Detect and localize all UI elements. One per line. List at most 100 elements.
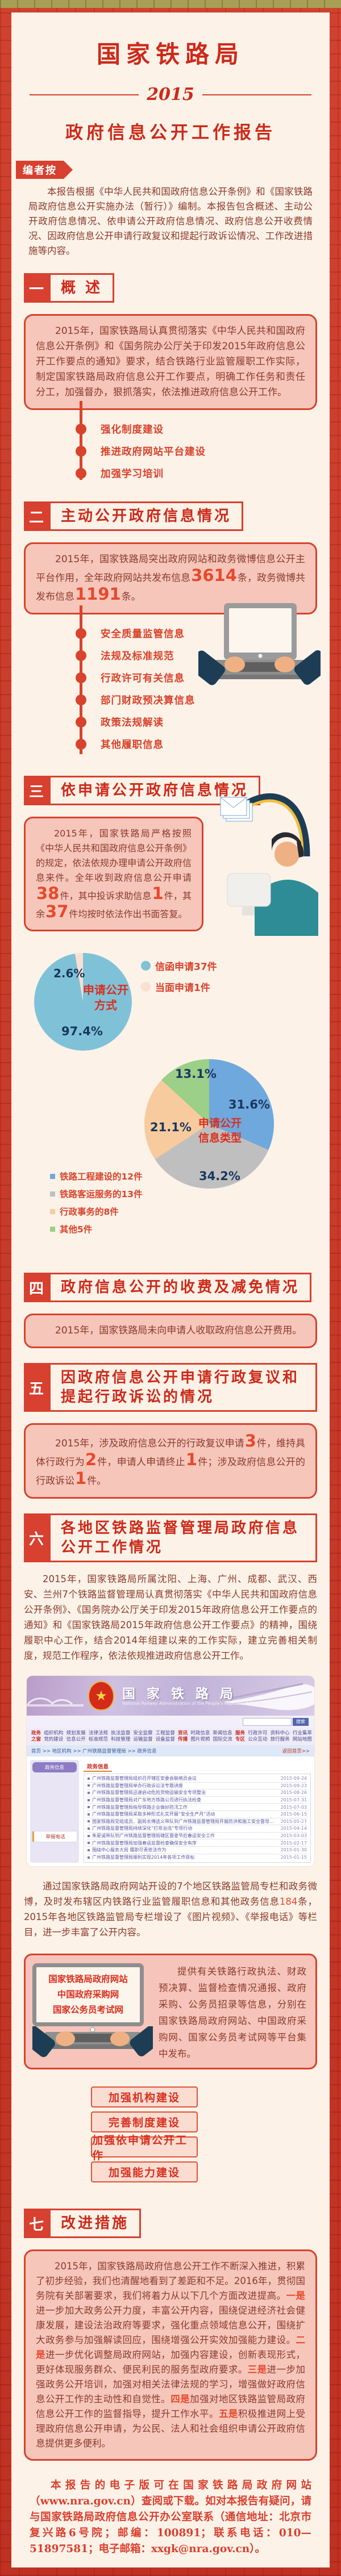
- news-row[interactable]: 广州铁路监督管理局指导铁路企业做好防汛工作 2015-07-03: [88, 1804, 307, 1811]
- news-row[interactable]: 广州铁路监督管理局举办行政诉讼法专题讲座 2015-09-23: [88, 1783, 307, 1790]
- pie-chart-information-type: 13.1% 31.6% 21.1% 申请公开 信息类型 34.2%: [144, 1059, 274, 1189]
- ribbon-arrow-icon: [64, 161, 73, 179]
- bullet-icon: [88, 1784, 90, 1787]
- nav-item[interactable]: 规划发展 信息公开: [66, 1730, 86, 1742]
- section-1-textbox: 2015年，国家铁路局认真贯彻落实《中华人民共和国政府信息公开条例》和《国务院办…: [24, 314, 317, 410]
- legend-swatch-icon: [50, 1208, 55, 1214]
- nav-item[interactable]: 行政许可 公众互动: [248, 1730, 268, 1742]
- legend-swatch-icon: [141, 961, 151, 971]
- editor-note-label: 编者按: [16, 161, 64, 179]
- bullet-icon: [88, 1806, 90, 1809]
- nav-item[interactable]: 法律法规 标准规范: [88, 1730, 108, 1742]
- tab-zhengwu-info[interactable]: 政务信息: [84, 1761, 113, 1772]
- bullet-icon: [88, 1813, 90, 1816]
- national-emblem-icon: ★: [88, 1681, 114, 1711]
- list-item: 行政许可有关信息: [24, 667, 317, 689]
- platform-name: 国家公务员考试网: [52, 2005, 123, 2015]
- list-item: 强化制度建设: [24, 418, 317, 440]
- list-item: 法规及标准规范: [24, 645, 317, 667]
- year-divider: 2015: [30, 85, 311, 104]
- nav-group-zhengwu[interactable]: 政务 之窗: [31, 1730, 41, 1742]
- nav-item[interactable]: 行业集萃 网站地图: [292, 1730, 312, 1742]
- website-main: 政务信息 广州铁路监督管理局组织召开辖区安委会联络员会议 2015-09-24 广…: [79, 1760, 311, 1863]
- section-1-title: 概 述: [49, 273, 115, 303]
- list-item-label: 法规及标准规范: [101, 651, 174, 662]
- nav-item[interactable]: 新闻信息 国际交流: [213, 1730, 232, 1742]
- section-7-header: 七 改进措施: [24, 2209, 317, 2239]
- legend-item: 铁路客运服务的13件: [50, 1187, 143, 1200]
- search-button[interactable]: 搜索: [293, 1718, 309, 1726]
- sidebar-item-report-phone[interactable]: 举报电话: [32, 1831, 77, 1842]
- section-5-title: 因政府信息公开申请行政复议和提起行政诉讼的情况: [49, 1363, 317, 1412]
- search-input[interactable]: [243, 1718, 292, 1726]
- measure-chip: 加强机构建设: [91, 2086, 198, 2108]
- section-3-title: 依申请公开政府信息情况: [49, 776, 261, 805]
- nav-group-fuwu[interactable]: 服务 专区: [235, 1730, 245, 1742]
- news-row[interactable]: 广州铁路监督管理局采取多种形式扎实开展“安全生产月”活动 2015-06-15: [88, 1811, 307, 1818]
- website-org-name-en: National Railway Administration of the P…: [122, 1701, 262, 1706]
- pie-slice-label: 21.1%: [150, 1120, 192, 1134]
- nav-item[interactable]: 时政信息 图片视频: [190, 1730, 210, 1742]
- news-row[interactable]: 广州铁路监督管理局组织召开辖区安委会联络员会议 2015-09-24: [88, 1775, 307, 1783]
- breadcrumb-path[interactable]: 首页 >> 地区机构 >> 广州铁路监督管理局 >> 政务信息: [31, 1749, 157, 1754]
- section-5-header: 五 因政府信息公开申请行政复议和提起行政诉讼的情况: [24, 1363, 317, 1412]
- nav-item[interactable]: 执法监督 科技管理: [111, 1730, 131, 1742]
- legend-item: 铁路工程建设的12件: [50, 1170, 143, 1182]
- legend-item: 信函申请37件: [141, 959, 217, 973]
- news-row[interactable]: 广州铁路监督管理局顺利实现2014年各项工作目标 2015-01-15: [88, 1854, 307, 1862]
- legend-label: 行政事务的8件: [60, 1207, 119, 1217]
- section-2-title: 主动公开政府信息情况: [49, 501, 244, 531]
- section-4-header: 四 政府信息公开的收费及减免情况: [24, 1273, 317, 1302]
- news-row[interactable]: 围绕中心服务大局 履职尽责依法作为 2015-01-30: [88, 1847, 307, 1854]
- website-nav: 政务 之窗 组织机构 党的建设 规划发展 信息公开 法律法规 标准规范 执法监督 科技管理…: [27, 1728, 314, 1745]
- news-row[interactable]: 朱星诚带队到广州铁路监督管理局辖区督查节后春运安全工作 2015-03-03: [88, 1833, 307, 1840]
- news-list: 广州铁路监督管理局组织召开辖区安委会联络员会议 2015-09-24 广州铁路监督…: [84, 1774, 311, 1863]
- laptop-screen: 国家铁路局政府网站 中国政府采购网 国家公务员考试网: [32, 1963, 144, 2027]
- news-row[interactable]: 国家铁路局党组成员、副局长傅选义带队到广州铁路监督管理局开展防洪和施工安全督导检…: [88, 1818, 307, 1826]
- section-3-textbox: 2015年，国家铁路局严格按照《中华人民共和国政府信息公开条例》的规定，依法依规…: [24, 817, 203, 931]
- list-item-label: 其他履职信息: [101, 739, 164, 751]
- news-row[interactable]: 广州铁路监督管理局对广东地方铁路公司进行执法检查 2015-07-31: [88, 1797, 307, 1804]
- laptop-illustration: 国家铁路局政府网站 中国政府采购网 国家公务员考试网: [22, 1963, 163, 2062]
- news-row[interactable]: 广州铁路监督管理局加强春运监督检查确保安全有序 2015-02-17: [88, 1839, 307, 1847]
- legend-label: 铁路工程建设的12件: [60, 1172, 143, 1182]
- timeline-line: [80, 401, 82, 480]
- measure-buttons: 加强机构建设 完善制度建设 加强依申请公开工作 加强能力建设: [24, 2086, 317, 2183]
- envelope-icon: [220, 797, 253, 822]
- bullet-icon: [88, 1799, 90, 1801]
- list-item-label: 强化制度建设: [101, 424, 164, 436]
- legend-swatch-icon: [50, 1226, 55, 1232]
- section-6-summary-paragraph: 通过国家铁路局政府网站开设的7个地区铁路监管局专栏和政务微博，及时发布辖区内铁路…: [24, 1881, 318, 1938]
- nav-group-zixun[interactable]: 资讯 传播: [178, 1730, 188, 1742]
- list-item: 其他履职信息: [24, 733, 317, 755]
- footer-note: 本报告的电子版可在国家铁路局政府网站（www.nra.gov.cn）查阅或下载。…: [30, 2479, 311, 2556]
- section-1-item-list: 强化制度建设 推进政府网站平台建设 加强学习培训: [24, 401, 317, 487]
- bullet-icon: [88, 1777, 90, 1780]
- section-4-number: 四: [24, 1273, 49, 1302]
- platforms-panel: 国家铁路局政府网站 中国政府采购网 国家公务员考试网 提供有关铁路行政执法、财政…: [22, 1954, 317, 2070]
- nav-item[interactable]: 组织机构 党的建设: [44, 1730, 64, 1742]
- divider-line: [30, 94, 139, 95]
- list-item-label: 政策法规解读: [101, 717, 164, 729]
- measure-chip: 完善制度建设: [91, 2111, 198, 2133]
- platforms-panel-text: 提供有关铁路行政执法、财政预决算、监督检查情况通报、政府采购、公务员招录等信息，…: [159, 1966, 306, 2060]
- section-2-header: 二 主动公开政府信息情况: [24, 501, 317, 531]
- nav-item[interactable]: 安全监察 运输监督: [133, 1730, 153, 1742]
- website-banner: ★ 国 家 铁 路 局 National Railway Administrat…: [27, 1676, 314, 1716]
- nav-item[interactable]: 工程监督 设备监督: [155, 1730, 175, 1742]
- news-row[interactable]: 广州铁路监督管理局迅速启动危险货物运输安全专项整治 2015-08-26: [88, 1789, 307, 1797]
- legend-label: 信函申请37件: [155, 961, 217, 973]
- website-sidebar: 政务信息 举报电话: [30, 1760, 79, 1863]
- section-1-number: 一: [24, 273, 49, 303]
- nav-item[interactable]: 资料中心 旅行服务: [270, 1730, 290, 1742]
- section-6-number: 六: [24, 1513, 49, 1562]
- section-7-paragraph: 2015年，国家铁路局政府信息公开工作不断深入推进，积累了初步经验，我们也清醒地…: [36, 2261, 306, 2449]
- section-3-header: 三 依申请公开政府信息情况: [24, 776, 317, 805]
- bullet-icon: [88, 1849, 90, 1851]
- list-item-label: 部门财政预决算信息: [101, 695, 196, 706]
- pie-slice-label: 13.1%: [175, 1067, 217, 1081]
- person-at-computer-illustration: [217, 784, 319, 938]
- sidebar-item-active[interactable]: 政务信息: [32, 1762, 77, 1772]
- back-home-link[interactable]: 返回首页>>: [282, 1749, 310, 1754]
- news-row[interactable]: 广州铁路监督管理局持续深化“打非治违”专项行动 2015-04-14: [88, 1825, 307, 1833]
